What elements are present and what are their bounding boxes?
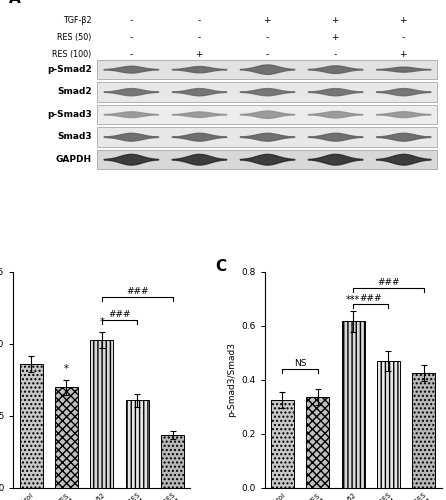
Bar <box>55 388 78 488</box>
Bar <box>377 361 400 488</box>
Y-axis label: p-Smad3/Smad3: p-Smad3/Smad3 <box>227 342 235 417</box>
Text: ###: ### <box>377 278 400 286</box>
Text: -: - <box>334 50 337 59</box>
Bar <box>97 60 437 80</box>
Text: *: * <box>99 316 104 326</box>
Text: -: - <box>129 50 132 59</box>
Bar <box>97 128 437 147</box>
Text: -: - <box>198 33 201 42</box>
Text: +: + <box>400 16 407 26</box>
Text: GAPDH: GAPDH <box>56 154 92 164</box>
Text: A: A <box>9 0 21 6</box>
Bar <box>342 322 364 488</box>
Bar <box>91 340 113 488</box>
Text: p-Smad2: p-Smad2 <box>47 64 92 74</box>
Text: +: + <box>195 50 203 59</box>
Text: +: + <box>331 33 339 42</box>
Text: +: + <box>331 16 339 26</box>
Text: Smad3: Smad3 <box>57 132 92 141</box>
Bar <box>271 400 294 488</box>
Text: Smad2: Smad2 <box>57 87 92 96</box>
Text: RES (50): RES (50) <box>58 33 92 42</box>
Text: +: + <box>263 16 271 26</box>
Bar <box>161 435 184 488</box>
Text: -: - <box>401 33 405 42</box>
Text: -: - <box>265 33 268 42</box>
Bar <box>20 364 42 488</box>
Bar <box>97 150 437 170</box>
Bar <box>97 82 437 102</box>
Text: *: * <box>64 364 69 374</box>
Text: ###: ### <box>108 310 131 320</box>
Text: ***: *** <box>346 295 360 305</box>
Text: p-Smad3: p-Smad3 <box>47 110 92 118</box>
Text: RES (100): RES (100) <box>53 50 92 59</box>
Text: -: - <box>129 33 132 42</box>
Text: C: C <box>215 258 226 274</box>
Text: ###: ### <box>359 294 382 303</box>
Text: ###: ### <box>126 288 149 296</box>
Bar <box>306 397 329 488</box>
Text: -: - <box>265 50 268 59</box>
Text: TGF-β2: TGF-β2 <box>63 16 92 26</box>
Text: +: + <box>400 50 407 59</box>
Bar <box>126 400 149 488</box>
Text: -: - <box>198 16 201 26</box>
Text: -: - <box>129 16 132 26</box>
Bar <box>97 105 437 124</box>
Bar <box>413 373 435 488</box>
Text: NS: NS <box>294 358 306 368</box>
